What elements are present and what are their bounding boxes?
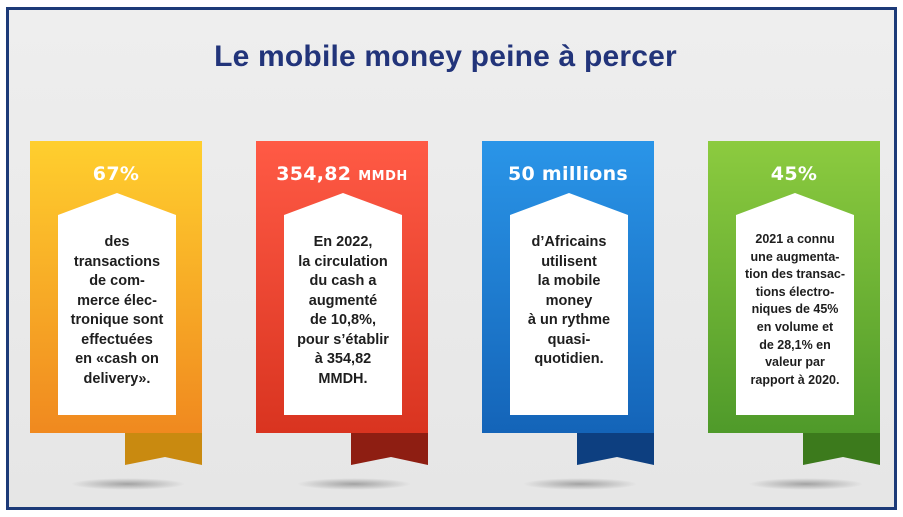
card-shadow xyxy=(296,478,412,490)
stat-value: 50 millions xyxy=(507,163,629,185)
stat-description-panel: d’Africains utilisent la mobile money à un r… xyxy=(510,193,628,415)
card-shadow xyxy=(748,478,864,490)
stat-card-transactions: 67% des transactions de com-merce élec-tro… xyxy=(30,141,202,490)
ribbon-tail xyxy=(803,433,880,465)
stat-value: 45% xyxy=(770,163,818,185)
stat-card-cash-circulation: 354,82 MMDH En 2022, la circulation du cas… xyxy=(256,141,428,490)
ribbon-tail xyxy=(351,433,428,465)
ribbon-tail xyxy=(125,433,202,465)
stat-value: 354,82 MMDH xyxy=(276,163,408,185)
page-title: Le mobile money peine à percer xyxy=(214,40,677,73)
stat-unit: MMDH xyxy=(358,169,408,184)
card-shadow xyxy=(522,478,638,490)
stat-description: 2021 a connu une augmenta-tion des transa… xyxy=(744,232,846,387)
stat-description: d’Africains utilisent la mobile money à un r… xyxy=(527,234,611,367)
ribbon-tail xyxy=(577,433,654,465)
stat-description: En 2022, la circulation du cash a augmenté d… xyxy=(297,234,389,387)
stat-card-electronic-growth: 45% 2021 a connu une augmenta-tion des tr… xyxy=(708,141,880,490)
stat-value: 67% xyxy=(92,163,140,185)
stat-description-panel: des transactions de com-merce élec-troniqu… xyxy=(58,193,176,415)
stat-description-panel: 2021 a connu une augmenta-tion des transa… xyxy=(736,193,854,415)
stat-description: des transactions de com-merce élec-troniqu… xyxy=(70,234,164,387)
stat-description-panel: En 2022, la circulation du cash a augmenté d… xyxy=(284,193,402,415)
stat-card-africans: 50 millions d’Africains utilisent la mobil… xyxy=(482,141,654,490)
card-shadow xyxy=(70,478,186,490)
